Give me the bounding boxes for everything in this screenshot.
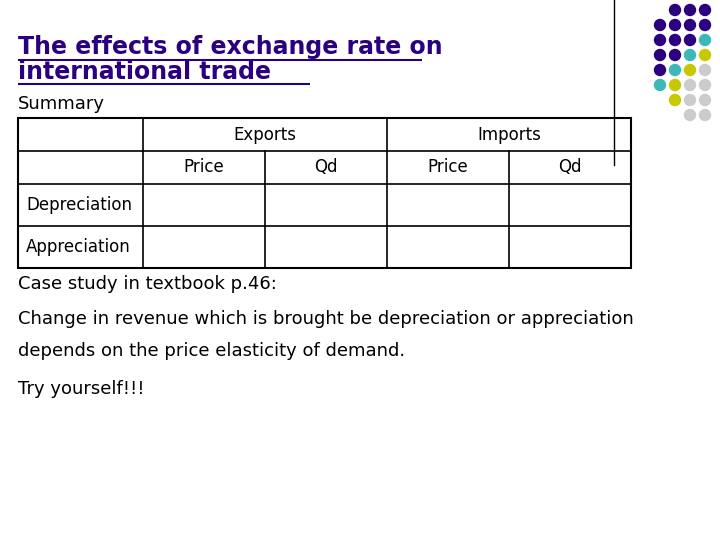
Text: Qd: Qd — [314, 159, 338, 177]
Text: depends on the price elasticity of demand.: depends on the price elasticity of deman… — [18, 342, 405, 360]
Text: Case study in textbook p.46:: Case study in textbook p.46: — [18, 275, 277, 293]
Text: Change in revenue which is brought be depreciation or appreciation: Change in revenue which is brought be de… — [18, 310, 634, 328]
Circle shape — [685, 50, 696, 60]
Circle shape — [654, 19, 665, 30]
Circle shape — [670, 79, 680, 91]
Circle shape — [670, 4, 680, 16]
Circle shape — [685, 4, 696, 16]
Bar — [18, 118, 631, 268]
Circle shape — [700, 4, 711, 16]
Circle shape — [670, 35, 680, 45]
Circle shape — [700, 79, 711, 91]
Text: Try yourself!!!: Try yourself!!! — [18, 380, 145, 398]
Text: Price: Price — [428, 159, 469, 177]
Circle shape — [700, 50, 711, 60]
Circle shape — [700, 35, 711, 45]
Text: Appreciation: Appreciation — [26, 238, 131, 256]
Circle shape — [700, 110, 711, 120]
Circle shape — [685, 19, 696, 30]
Text: Summary: Summary — [18, 95, 105, 113]
Circle shape — [685, 79, 696, 91]
Circle shape — [654, 35, 665, 45]
Text: international trade: international trade — [18, 60, 271, 84]
Text: Imports: Imports — [477, 125, 541, 144]
Circle shape — [654, 79, 665, 91]
Circle shape — [670, 94, 680, 105]
Text: Qd: Qd — [558, 159, 582, 177]
Circle shape — [670, 50, 680, 60]
Circle shape — [670, 64, 680, 76]
Circle shape — [685, 64, 696, 76]
Circle shape — [654, 64, 665, 76]
Circle shape — [700, 64, 711, 76]
Circle shape — [685, 35, 696, 45]
Circle shape — [700, 19, 711, 30]
Text: Depreciation: Depreciation — [26, 196, 132, 214]
Text: Price: Price — [184, 159, 225, 177]
Text: The effects of exchange rate on: The effects of exchange rate on — [18, 35, 443, 59]
Circle shape — [654, 50, 665, 60]
Circle shape — [700, 94, 711, 105]
Circle shape — [670, 19, 680, 30]
Circle shape — [685, 110, 696, 120]
Text: Exports: Exports — [233, 125, 297, 144]
Circle shape — [685, 94, 696, 105]
